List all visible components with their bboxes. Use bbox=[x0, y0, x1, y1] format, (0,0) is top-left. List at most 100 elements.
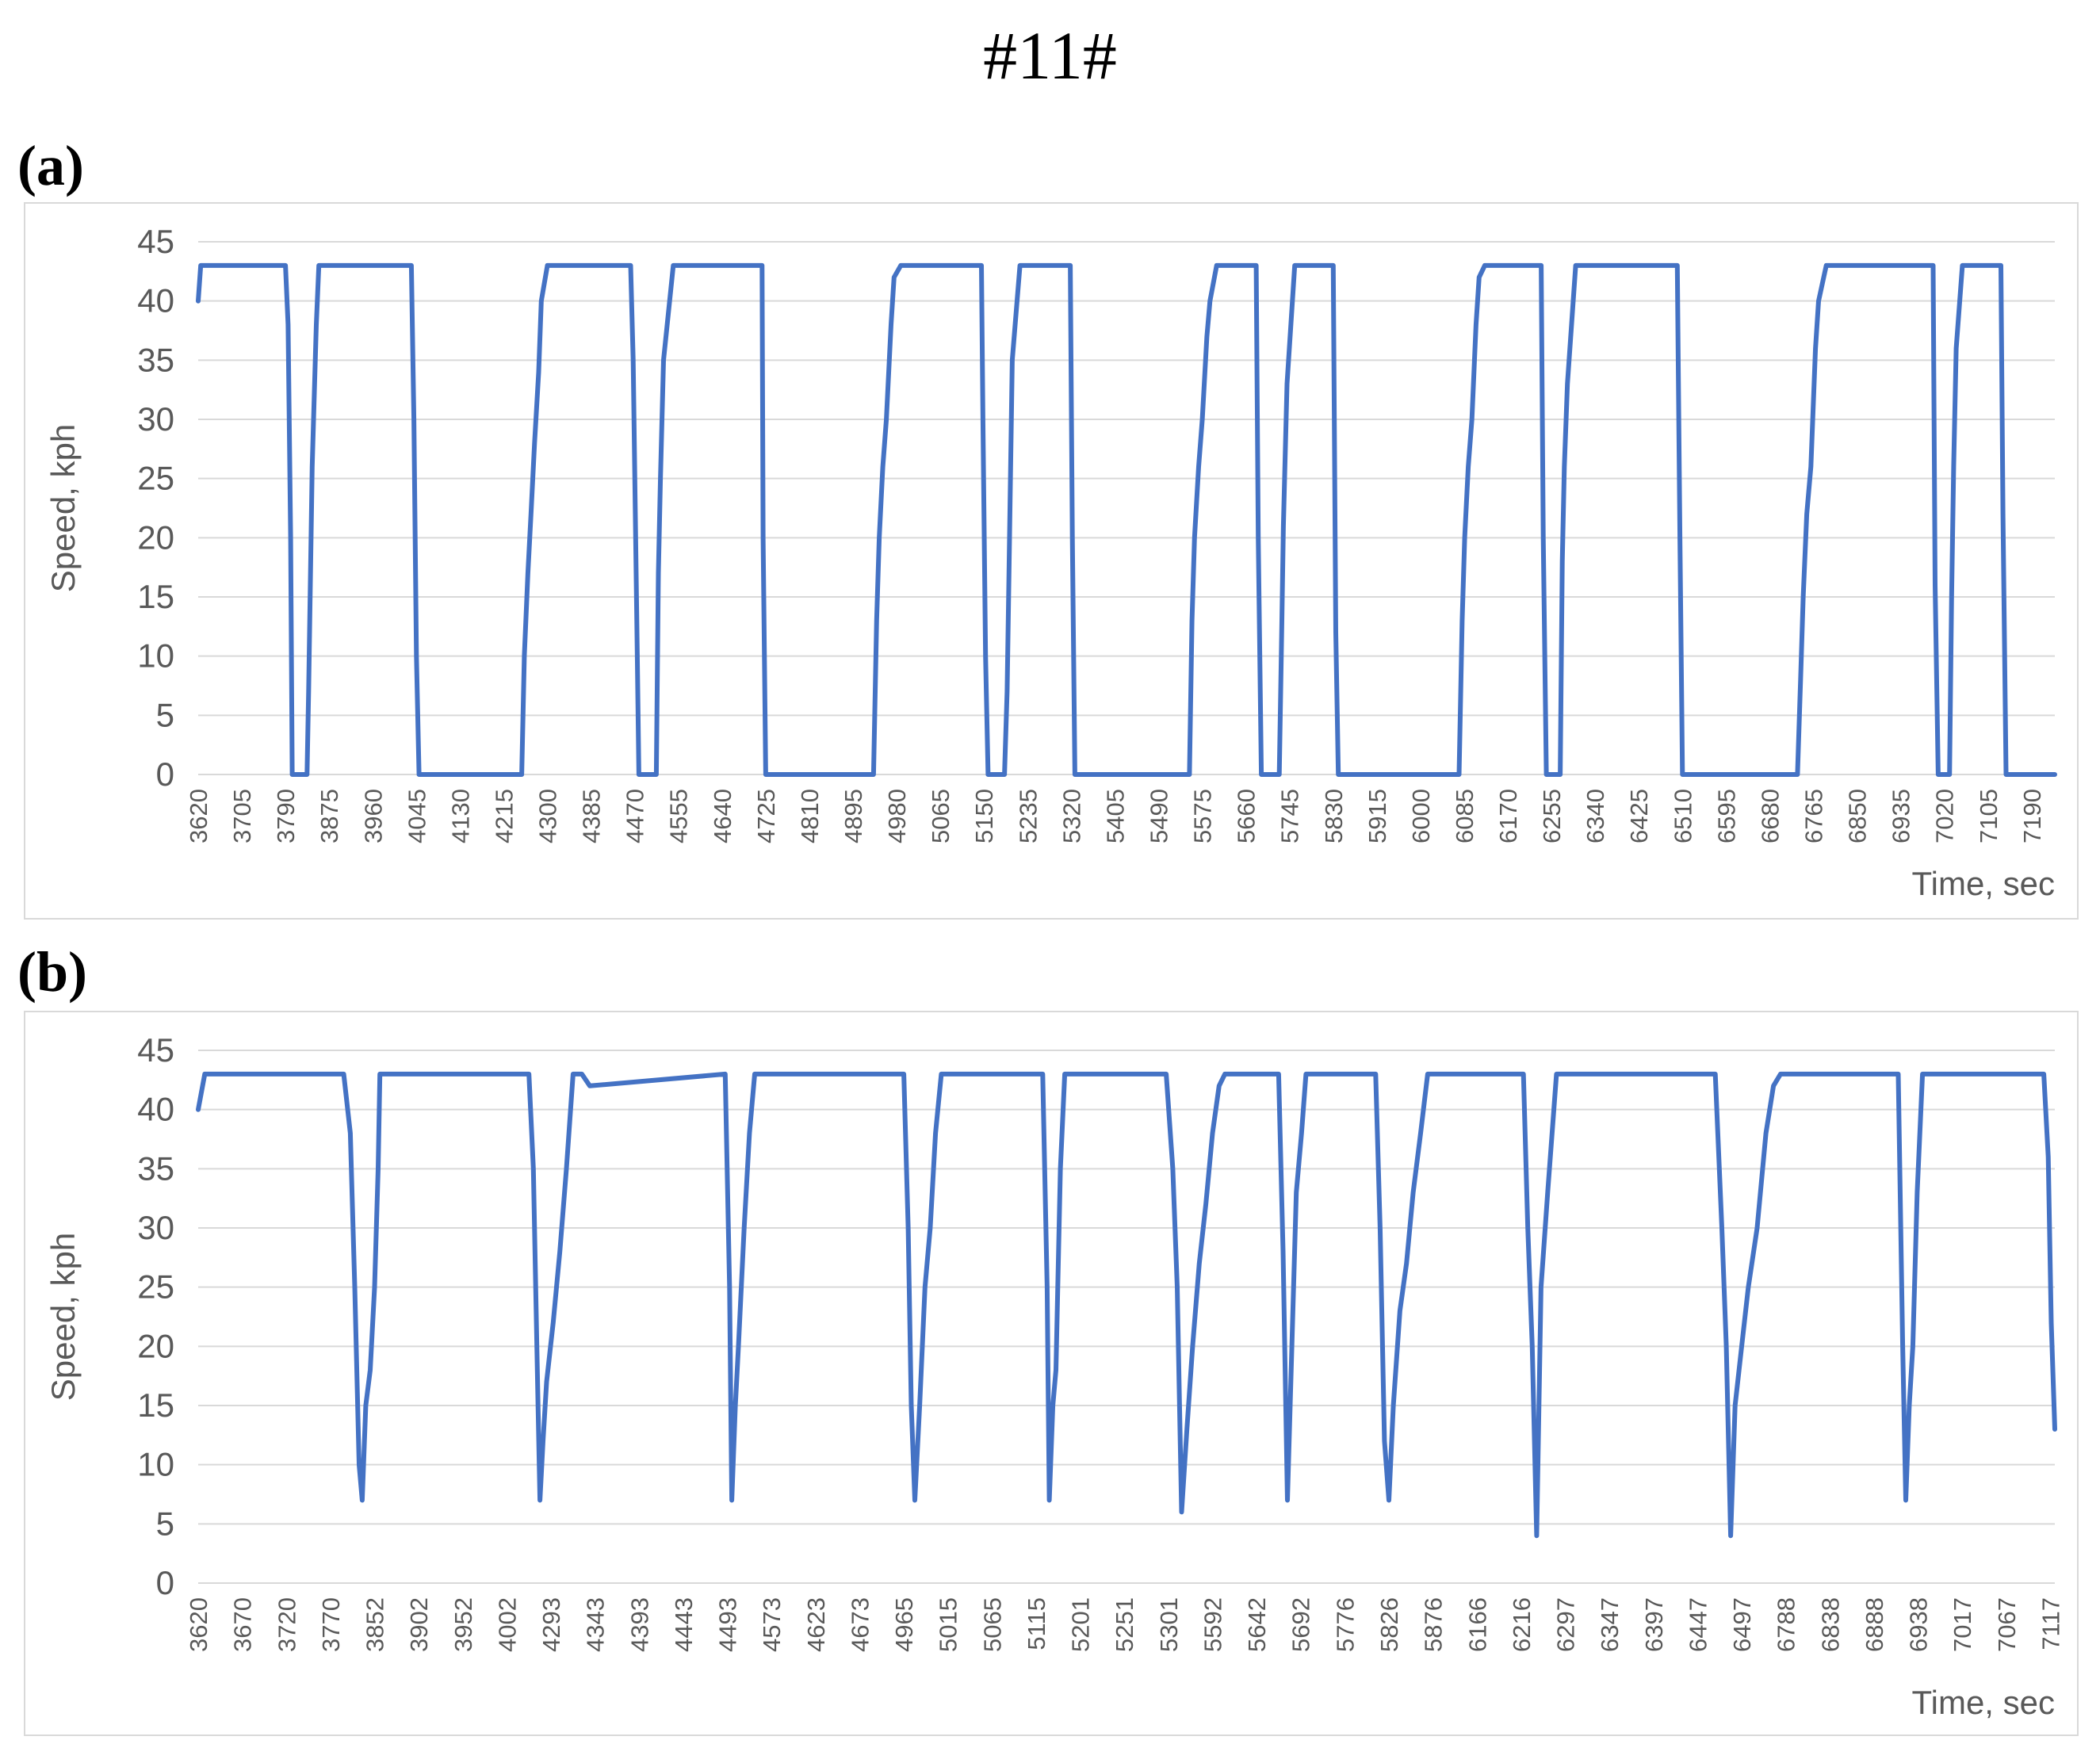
x-tick-label: 6510 bbox=[1669, 789, 1696, 843]
x-tick-label: 6447 bbox=[1684, 1597, 1712, 1652]
x-tick-label: 3790 bbox=[272, 789, 300, 843]
y-tick-label: 10 bbox=[137, 1446, 174, 1483]
x-tick-label: 6938 bbox=[1905, 1597, 1933, 1652]
x-tick-label: 5490 bbox=[1145, 789, 1172, 843]
x-tick-label: 5692 bbox=[1287, 1597, 1315, 1652]
x-tick-label: 4555 bbox=[665, 789, 693, 843]
chart-panel-b: 0 5 10 15 20 25 30 35 40 45 3620 3670 3720 3770 3852 39… bbox=[24, 1011, 2079, 1736]
x-tick-label: 4293 bbox=[537, 1597, 565, 1652]
x-tick-label: 5642 bbox=[1243, 1597, 1271, 1652]
panel-label-a: (a) bbox=[17, 134, 84, 197]
x-tick-label: 6850 bbox=[1844, 789, 1872, 843]
x-tick-label: 4002 bbox=[493, 1597, 521, 1652]
y-tick-label: 20 bbox=[137, 518, 174, 556]
x-tick-label: 4130 bbox=[446, 789, 474, 843]
x-tick-label: 5405 bbox=[1101, 789, 1129, 843]
x-tick-label: 3875 bbox=[316, 789, 343, 843]
x-tick-label: 4895 bbox=[840, 789, 867, 843]
y-tick-label: 5 bbox=[156, 696, 174, 733]
y-tick-label: 35 bbox=[137, 1149, 174, 1187]
x-tick-label: 7190 bbox=[2018, 789, 2046, 843]
x-tick-label: 6166 bbox=[1463, 1597, 1491, 1652]
x-tick-label: 6000 bbox=[1407, 789, 1435, 843]
x-tick-label: 4493 bbox=[714, 1597, 742, 1652]
y-tick-label: 20 bbox=[137, 1327, 174, 1364]
x-tick-label: 5830 bbox=[1320, 789, 1348, 843]
x-tick-label: 5015 bbox=[935, 1597, 962, 1652]
x-tick-label: 3960 bbox=[359, 789, 387, 843]
x-tick-label: 5876 bbox=[1420, 1597, 1448, 1652]
x-tick-label: 3720 bbox=[273, 1597, 300, 1652]
figure-title: #11# bbox=[983, 17, 1117, 94]
x-tick-label: 4573 bbox=[758, 1597, 786, 1652]
x-tick-label: 4640 bbox=[709, 789, 736, 843]
x-tick-label: 4385 bbox=[578, 789, 606, 843]
x-tick-label: 5251 bbox=[1111, 1597, 1138, 1652]
x-axis-title: Time, sec bbox=[1912, 865, 2055, 902]
x-tick-label: 4965 bbox=[890, 1597, 918, 1652]
x-tick-label: 5065 bbox=[978, 1597, 1006, 1652]
panel-label-b: (b) bbox=[17, 940, 87, 1004]
x-tick-label: 6425 bbox=[1625, 789, 1653, 843]
x-tick-label: 6595 bbox=[1712, 789, 1740, 843]
x-tick-label: 4300 bbox=[534, 789, 562, 843]
y-tick-label: 25 bbox=[137, 1268, 174, 1306]
speed-series-line bbox=[196, 1071, 2057, 1539]
x-tick-label: 5745 bbox=[1276, 789, 1304, 843]
x-tick-label: 5660 bbox=[1233, 789, 1260, 843]
x-tick-label: 4215 bbox=[490, 789, 518, 843]
x-tick-label: 5575 bbox=[1189, 789, 1217, 843]
x-tick-label: 6788 bbox=[1773, 1597, 1800, 1652]
y-tick-label: 40 bbox=[137, 282, 174, 319]
y-tick-label: 30 bbox=[137, 1209, 174, 1246]
x-tick-label: 6935 bbox=[1888, 789, 1915, 843]
x-tick-label: 4470 bbox=[622, 789, 649, 843]
x-tick-label: 6297 bbox=[1552, 1597, 1580, 1652]
y-tick-label: 40 bbox=[137, 1091, 174, 1128]
x-tick-label: 3670 bbox=[229, 1597, 257, 1652]
y-axis-title: Speed, kph bbox=[44, 1233, 82, 1402]
x-tick-label: 4810 bbox=[796, 789, 824, 843]
x-tick-label: 4045 bbox=[403, 789, 430, 843]
x-tick-label: 4393 bbox=[625, 1597, 653, 1652]
x-tick-label: 5826 bbox=[1375, 1597, 1403, 1652]
chart-b-svg: 0 5 10 15 20 25 30 35 40 45 3620 3670 3720 3770 3852 39… bbox=[44, 1031, 2064, 1721]
x-tick-label: 3620 bbox=[185, 1597, 212, 1652]
x-tick-label: 6255 bbox=[1538, 789, 1566, 843]
y-tick-label: 10 bbox=[137, 637, 174, 675]
x-tick-label: 4623 bbox=[802, 1597, 830, 1652]
x-tick-label: 6838 bbox=[1816, 1597, 1844, 1652]
x-tick-label: 7117 bbox=[2037, 1597, 2064, 1650]
x-tick-label: 5065 bbox=[927, 789, 954, 843]
x-tick-label: 5592 bbox=[1199, 1597, 1226, 1652]
x-tick-label: 3952 bbox=[449, 1597, 477, 1652]
x-tick-label: 5115 bbox=[1023, 1597, 1050, 1650]
x-tick-label: 5201 bbox=[1067, 1597, 1095, 1652]
y-tick-label: 45 bbox=[137, 223, 174, 260]
x-tick-label: 3852 bbox=[361, 1597, 389, 1652]
y-tick-label: 25 bbox=[137, 460, 174, 497]
x-tick-label: 4673 bbox=[846, 1597, 874, 1652]
x-tick-label: 5235 bbox=[1014, 789, 1042, 843]
y-tick-label: 0 bbox=[156, 755, 174, 793]
y-tick-label: 15 bbox=[137, 1386, 174, 1424]
x-tick-label: 7017 bbox=[1949, 1597, 1976, 1652]
y-axis-title: Speed, kph bbox=[44, 424, 82, 593]
x-tick-label: 6216 bbox=[1508, 1597, 1536, 1652]
y-tick-label: 0 bbox=[156, 1564, 174, 1601]
chart-panel-a: 0 5 10 15 20 25 30 35 40 45 3620 3705 3790 3875 3960 40… bbox=[24, 202, 2079, 920]
x-tick-label: 7067 bbox=[1993, 1597, 2021, 1652]
x-tick-label: 6170 bbox=[1494, 789, 1522, 843]
x-tick-label: 3620 bbox=[185, 789, 212, 843]
y-tick-label: 45 bbox=[137, 1031, 174, 1069]
x-tick-label: 6680 bbox=[1756, 789, 1784, 843]
x-tick-label: 5301 bbox=[1155, 1597, 1183, 1652]
x-tick-label: 4980 bbox=[883, 789, 911, 843]
x-tick-label: 5150 bbox=[970, 789, 998, 843]
x-tick-label: 6085 bbox=[1451, 789, 1478, 843]
y-tick-label: 15 bbox=[137, 578, 174, 615]
x-tick-label: 6888 bbox=[1861, 1597, 1888, 1652]
x-tick-label: 6340 bbox=[1582, 789, 1609, 843]
x-axis-title: Time, sec bbox=[1912, 1684, 2055, 1721]
